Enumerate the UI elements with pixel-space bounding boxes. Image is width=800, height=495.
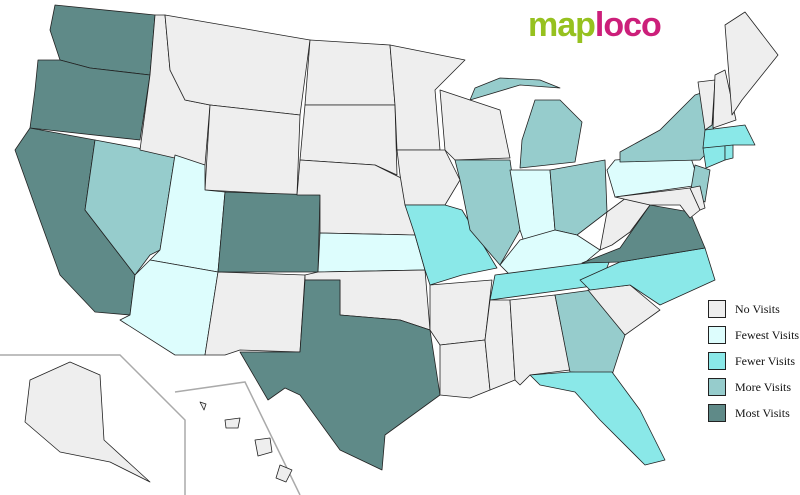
state-mo (404, 204, 498, 286)
legend-swatch (708, 300, 726, 318)
legend-item-most-visits: Most Visits (708, 400, 799, 426)
state-ct (702, 144, 726, 169)
legend-item-no-visits: No Visits (708, 296, 799, 322)
state-vt (697, 79, 716, 131)
state-ia (396, 149, 461, 206)
state-co (217, 191, 321, 273)
state-ma (702, 124, 756, 149)
inset-border (0, 354, 186, 495)
state-wy (204, 104, 301, 196)
state-hi (199, 401, 207, 411)
legend-swatch (708, 378, 726, 396)
state-mt (164, 14, 311, 116)
state-ks (317, 232, 426, 273)
state-ak (24, 361, 151, 483)
state-fl (529, 371, 666, 466)
state-wi (439, 89, 511, 161)
state-ms (484, 299, 516, 391)
legend-swatch (708, 326, 726, 344)
maploco-logo: maploco (528, 6, 662, 44)
state-hi (254, 437, 273, 457)
state-la (439, 339, 491, 399)
inset-border (174, 381, 301, 495)
state-oh (549, 159, 608, 236)
state-mi (519, 99, 583, 169)
state-tx (239, 279, 441, 471)
state-de (689, 185, 706, 211)
legend-swatch (708, 352, 726, 370)
state-nd (304, 39, 396, 106)
state-hi (275, 464, 293, 483)
state-nh (712, 69, 737, 129)
state-me (724, 11, 779, 116)
state-mi (469, 77, 561, 101)
legend-swatch (708, 404, 726, 422)
state-ar (429, 279, 493, 346)
state-nm (204, 271, 306, 356)
state-ri (724, 144, 734, 161)
map-legend: No Visits Fewest Visits Fewer Visits Mor… (708, 296, 799, 426)
legend-item-fewest-visits: Fewest Visits (708, 322, 799, 348)
state-sd (299, 104, 398, 176)
state-or (29, 59, 151, 141)
state-hi (224, 417, 241, 429)
inset-borders (0, 354, 301, 495)
legend-item-more-visits: More Visits (708, 374, 799, 400)
legend-item-fewer-visits: Fewer Visits (708, 348, 799, 374)
